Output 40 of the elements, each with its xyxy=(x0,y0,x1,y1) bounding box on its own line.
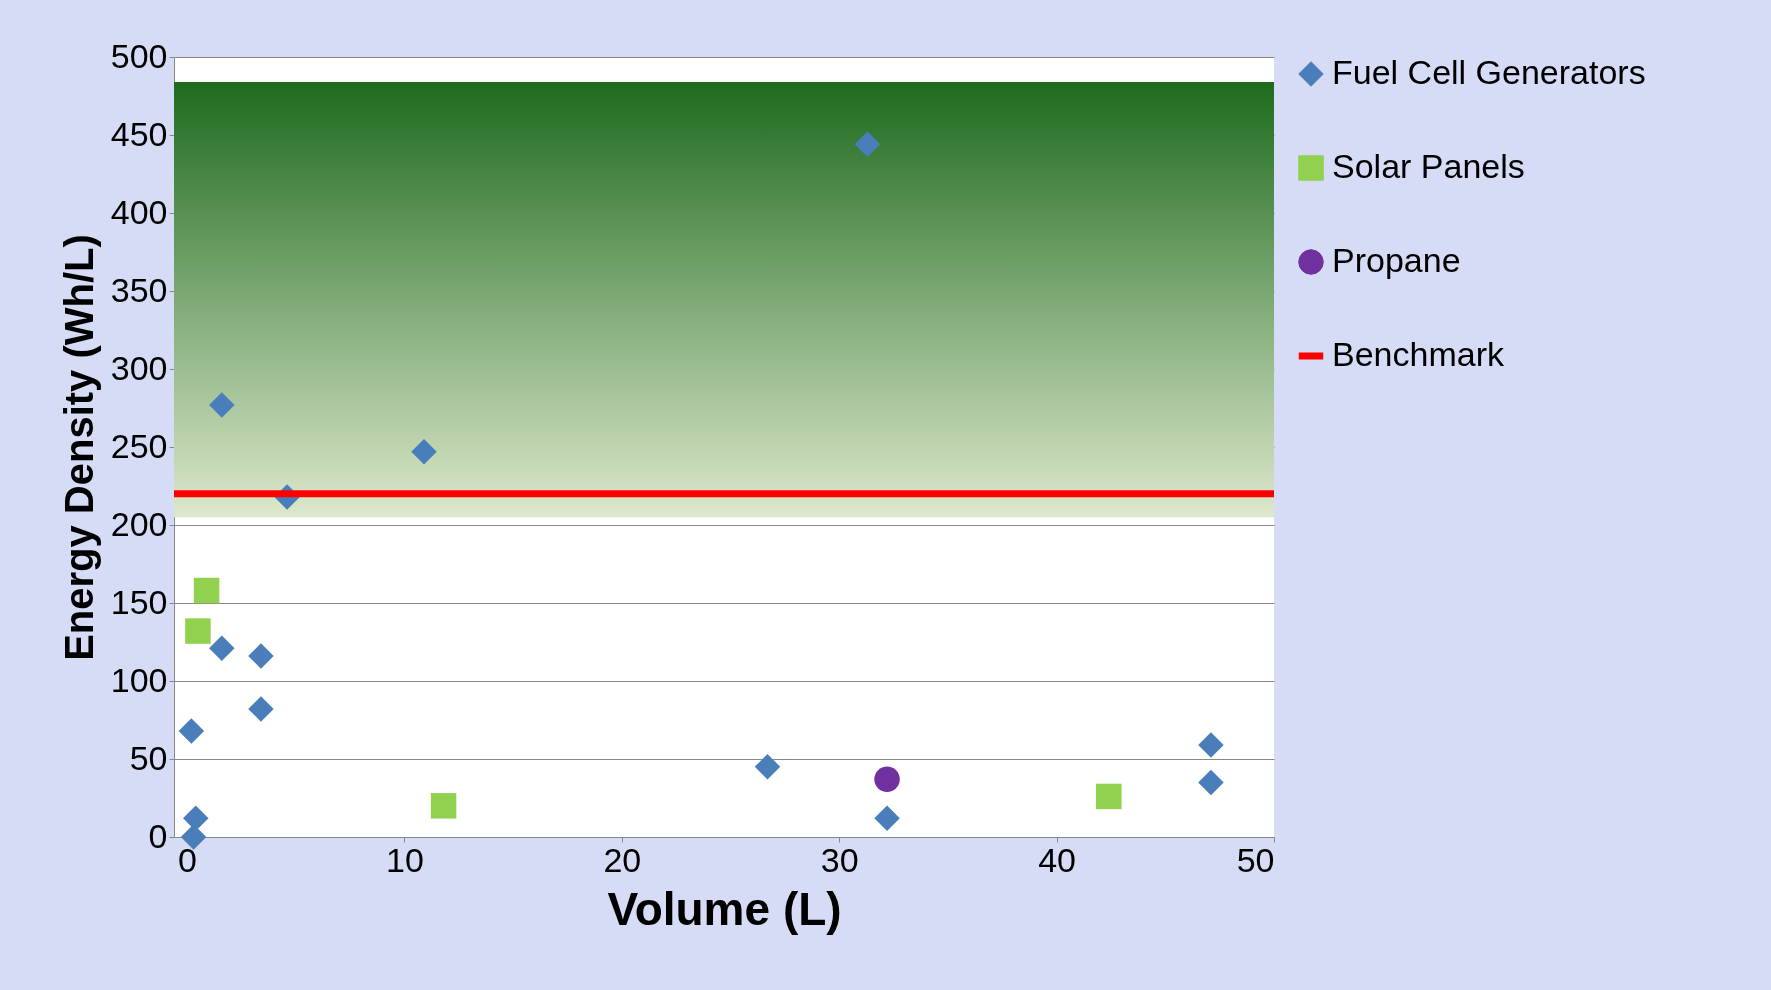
point xyxy=(209,392,235,418)
y-tick-label: 100 xyxy=(110,660,168,699)
point xyxy=(1096,783,1122,810)
point xyxy=(430,793,457,819)
y-axis-title: Energy Density (Wh/L) xyxy=(56,234,101,661)
legend-label: Propane xyxy=(1332,241,1461,279)
y-tick-label: 300 xyxy=(110,348,168,387)
legend-label: Solar Panels xyxy=(1332,147,1525,185)
y-tick-label: 0 xyxy=(148,816,168,855)
x-tick-label: 10 xyxy=(386,840,424,879)
y-tick-label: 200 xyxy=(110,504,168,543)
y-tick-label: 450 xyxy=(110,114,168,153)
point xyxy=(1198,732,1224,758)
legend-label: Fuel Cell Generators xyxy=(1332,53,1646,91)
point xyxy=(874,805,900,832)
y-tick-label: 50 xyxy=(129,738,168,777)
point xyxy=(180,824,207,850)
legend-label: Benchmark xyxy=(1332,335,1505,373)
x-tick-label: 50 xyxy=(1236,840,1275,879)
point xyxy=(874,766,900,792)
point xyxy=(248,696,274,722)
x-axis-title: Volume (L) xyxy=(607,882,842,935)
x-tick-label: 0 xyxy=(178,840,197,879)
x-tick-label: 20 xyxy=(603,840,642,879)
point xyxy=(185,618,211,644)
point xyxy=(411,438,437,465)
point xyxy=(1198,769,1224,796)
point xyxy=(754,754,781,780)
point xyxy=(248,643,274,669)
x-tick-label: 30 xyxy=(820,840,859,879)
y-tick-label: 400 xyxy=(110,192,168,231)
point xyxy=(209,635,235,661)
x-tick-label: 40 xyxy=(1038,840,1077,879)
y-tick-label: 350 xyxy=(110,270,168,309)
point xyxy=(178,718,205,744)
y-tick-label: 150 xyxy=(110,582,168,621)
point xyxy=(193,577,220,604)
point xyxy=(854,131,881,158)
y-tick-label: 500 xyxy=(110,36,168,75)
y-tick-label: 250 xyxy=(110,426,168,465)
